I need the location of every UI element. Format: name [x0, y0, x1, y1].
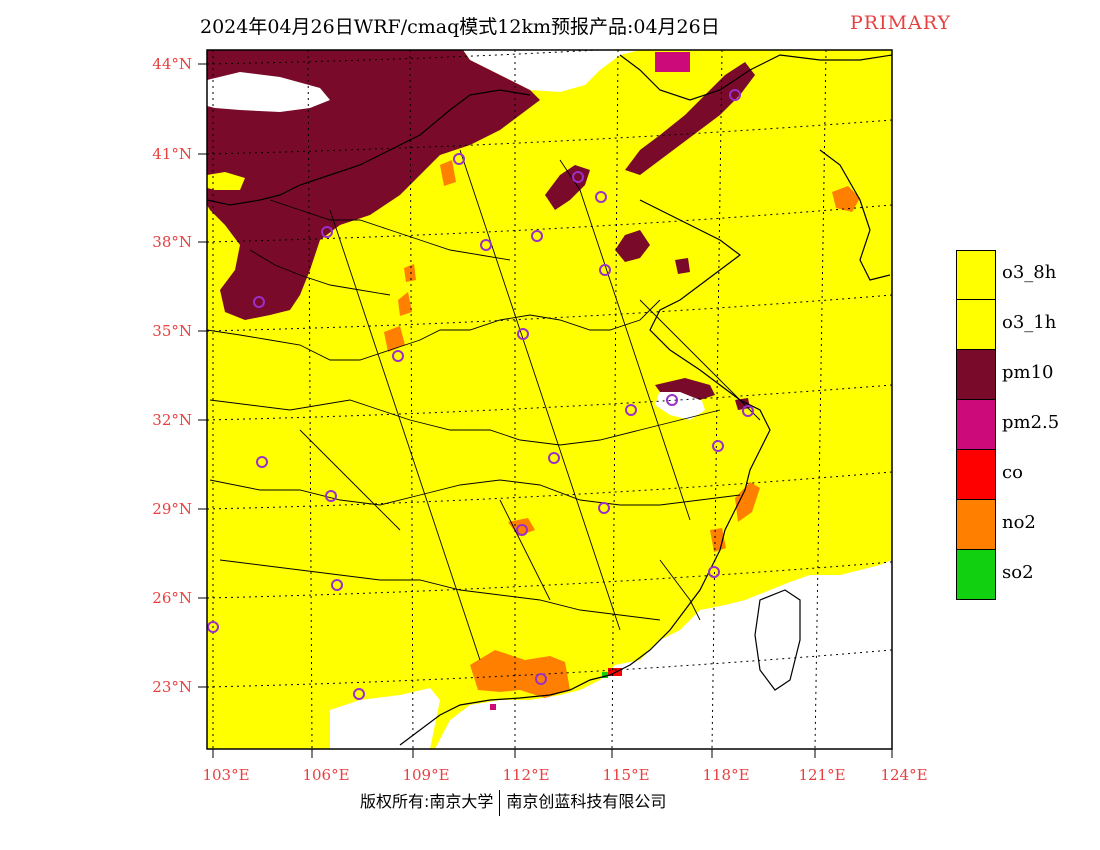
sea-area-southwest [330, 688, 440, 749]
legend: o3_8h o3_1h pm10 pm2.5 co no2 so2 [956, 250, 1086, 600]
legend-item-o3-8h: o3_8h [956, 250, 1086, 300]
lat-label: 38°N [152, 233, 192, 251]
lat-label: 44°N [152, 55, 192, 73]
legend-item-so2: so2 [956, 550, 1086, 600]
copyright-right: 南京创蓝科技有限公司 [506, 792, 667, 811]
legend-item-pm10: pm10 [956, 350, 1086, 400]
lon-label: 124°E [880, 766, 927, 784]
pm10-region-northeast [625, 62, 755, 175]
title-row: 2024年04月26日WRF/cmaq模式12km预报产品:04月26日 PRI… [200, 12, 1000, 42]
lon-label: 112°E [502, 766, 549, 784]
lat-label: 35°N [152, 322, 192, 340]
copyright-footer: 版权所有:南京大学 南京创蓝科技有限公司 [360, 788, 666, 816]
legend-label: o3_1h [1002, 312, 1057, 333]
legend-swatch [956, 350, 996, 400]
legend-swatch [956, 450, 996, 500]
coastline [207, 54, 892, 746]
yellow-patch-north [207, 172, 245, 190]
legend-label: pm2.5 [1002, 412, 1060, 433]
white-patch-north-overlay [207, 72, 330, 112]
no2-patch-korea [832, 186, 860, 212]
copyright-left: 版权所有:南京大学 [360, 792, 494, 811]
lat-label: 41°N [152, 145, 192, 163]
map-frame [206, 49, 893, 750]
legend-label: no2 [1002, 512, 1036, 533]
legend-label: pm10 [1002, 362, 1054, 383]
pm10-patch-jiangsu [655, 378, 715, 400]
no2-patch-west [404, 264, 416, 282]
pm10-patch-hebei [615, 230, 650, 262]
bohai-white-area [463, 50, 640, 92]
legend-item-no2: no2 [956, 500, 1086, 550]
no2-patch-shaanxi [384, 326, 405, 352]
pm25-patch-south [490, 704, 496, 710]
lat-label: 26°N [152, 589, 192, 607]
legend-label: co [1002, 462, 1023, 483]
map-content [207, 50, 892, 749]
legend-label: so2 [1002, 562, 1034, 583]
legend-item-pm25: pm2.5 [956, 400, 1086, 450]
station-markers [207, 89, 754, 700]
legend-item-co: co [956, 450, 1086, 500]
legend-item-o3-1h: o3_1h [956, 300, 1086, 350]
legend-label: o3_8h [1002, 262, 1057, 283]
graticule [207, 50, 892, 749]
lat-label: 29°N [152, 500, 192, 518]
pm25-patch-north [655, 52, 690, 72]
latitude-labels: 44°N 41°N 38°N 35°N 32°N 29°N 26°N 23°N [152, 55, 192, 696]
primary-label: PRIMARY [850, 12, 952, 34]
lon-label: 121°E [798, 766, 845, 784]
lon-label: 106°E [302, 766, 349, 784]
no2-patch-changsha [508, 518, 535, 536]
lon-label: 109°E [402, 766, 449, 784]
pm10-patch-shandong [675, 258, 690, 274]
taiwan-white-area [755, 590, 800, 690]
no2-patch-guangzhou [470, 650, 570, 698]
no2-patch-inner-mongolia [440, 160, 456, 186]
no2-patch-zhejiang [735, 482, 760, 522]
no2-patch-shanxi [398, 292, 412, 316]
legend-swatch [956, 550, 996, 600]
longitude-labels: 103°E 106°E 109°E 112°E 115°E 118°E 121°… [202, 766, 927, 784]
pm10-patch-beijing [545, 165, 590, 210]
lon-label: 115°E [602, 766, 649, 784]
lon-label: 103°E [202, 766, 249, 784]
legend-swatch [956, 400, 996, 450]
legend-swatch [956, 500, 996, 550]
lat-label: 32°N [152, 411, 192, 429]
so2-patch-shenzhen [602, 672, 608, 678]
lon-label: 118°E [702, 766, 749, 784]
lat-label: 23°N [152, 678, 192, 696]
no2-patch-fujian [710, 528, 726, 552]
map-title: 2024年04月26日WRF/cmaq模式12km预报产品:04月26日 [200, 16, 720, 38]
legend-swatch [956, 300, 996, 350]
legend-swatch [956, 250, 996, 300]
footer-separator [499, 789, 501, 816]
pm10-region-northwest [207, 50, 540, 320]
axis-ticks [198, 63, 893, 758]
